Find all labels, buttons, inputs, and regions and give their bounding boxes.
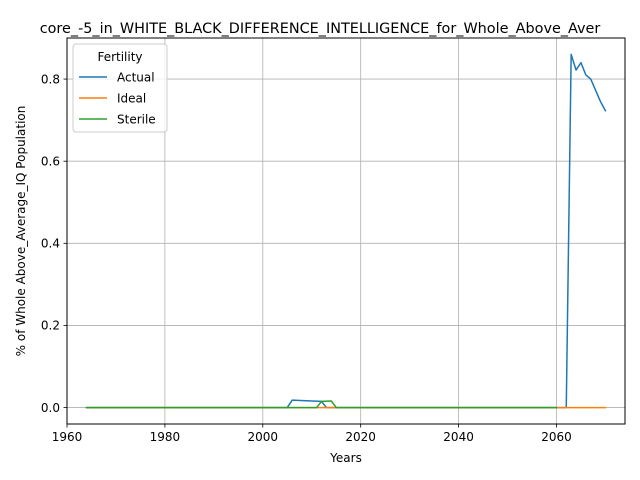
y-tick-label: 0.2: [41, 319, 60, 333]
series-line-actual: [85, 53, 607, 409]
legend-label-sterile: Sterile: [117, 112, 156, 126]
x-tick-label: 1960: [52, 430, 83, 444]
legend-title: Fertility: [97, 50, 142, 64]
x-tick-label: 2040: [443, 430, 474, 444]
chart-title: core_-5_in_WHITE_BLACK_DIFFERENCE_INTELL…: [40, 21, 601, 37]
series-line-sterile: [85, 400, 558, 409]
y-tick-label: 0.8: [41, 72, 60, 86]
legend-label-actual: Actual: [117, 70, 155, 84]
x-axis-label: Years: [329, 451, 362, 465]
y-tick-label: 0.6: [41, 154, 60, 168]
legend: Fertility Actual Ideal Sterile: [72, 43, 168, 133]
legend-label-ideal: Ideal: [117, 91, 146, 105]
x-tick-label: 2060: [541, 430, 572, 444]
x-axis-ticks: 1960 1980 2000 2020 2040 2060: [52, 424, 572, 444]
legend-box: [72, 43, 168, 133]
y-tick-label: 0.0: [41, 401, 60, 415]
x-tick-label: 2020: [345, 430, 376, 444]
plot-area-frame: [66, 37, 626, 425]
x-tick-label: 2000: [248, 430, 279, 444]
y-axis-ticks: 0.0 0.2 0.4 0.6 0.8: [41, 72, 67, 415]
series-lines: [85, 53, 607, 409]
x-tick-label: 1980: [150, 430, 181, 444]
y-axis-label: % of Whole Above_Average_IQ Population: [14, 106, 28, 357]
y-tick-label: 0.4: [41, 237, 60, 251]
